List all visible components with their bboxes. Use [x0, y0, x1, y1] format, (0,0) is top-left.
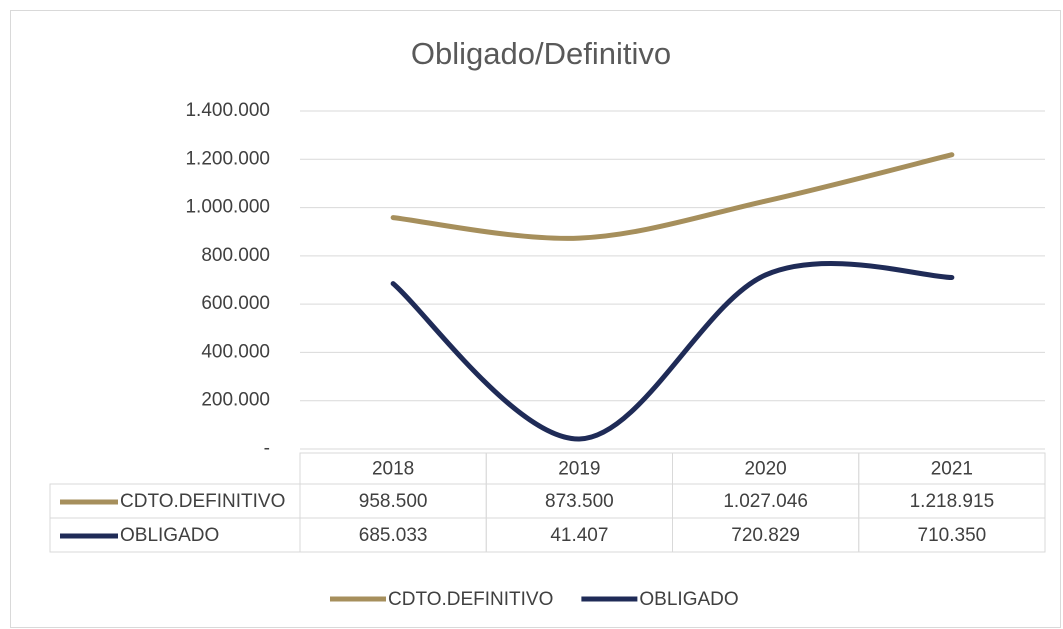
x-tick-label: 2020: [744, 459, 786, 480]
x-tick-label: 2018: [372, 459, 414, 480]
legend-label: CDTO.DEFINITIVO: [388, 589, 553, 610]
chart-frame: [10, 10, 1061, 628]
table-value: 685.033: [359, 525, 428, 546]
table-value: 1.027.046: [723, 491, 808, 512]
series-line: [390, 152, 955, 241]
table-value: 1.218.915: [910, 491, 995, 512]
table-series-name: CDTO.DEFINITIVO: [120, 491, 285, 512]
y-tick-label: -: [264, 438, 270, 459]
y-tick-label: 200.000: [201, 390, 270, 411]
table-value: 958.500: [359, 491, 428, 512]
y-tick-label: 1.400.000: [185, 100, 270, 121]
table-series-name: OBLIGADO: [120, 525, 219, 546]
y-tick-label: 400.000: [201, 341, 270, 362]
series-line: [390, 261, 955, 442]
legend-label: OBLIGADO: [639, 589, 738, 610]
table-value: 41.407: [550, 525, 608, 546]
y-tick-label: 1.000.000: [185, 197, 270, 218]
table-value: 710.350: [918, 525, 987, 546]
x-tick-label: 2019: [558, 459, 600, 480]
y-tick-label: 800.000: [201, 245, 270, 266]
y-tick-label: 600.000: [201, 293, 270, 314]
table-value: 873.500: [545, 491, 614, 512]
table-value: 720.829: [731, 525, 800, 546]
x-tick-label: 2021: [931, 459, 973, 480]
y-tick-label: 1.200.000: [185, 148, 270, 169]
table-cell: [858, 517, 1046, 553]
chart-title: Obligado/Definitivo: [411, 36, 671, 71]
